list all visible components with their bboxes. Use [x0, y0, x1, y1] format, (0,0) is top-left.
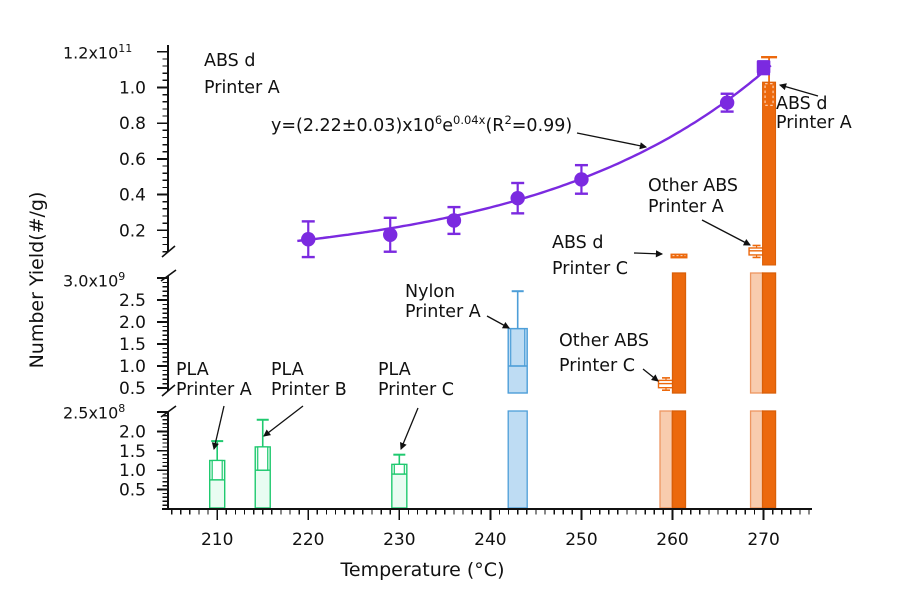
bar-pla-printer-c	[391, 453, 408, 509]
axes	[157, 45, 812, 520]
svg-text:260: 260	[656, 530, 688, 550]
svg-text:0.4: 0.4	[119, 186, 146, 206]
annotation-pla-printer-b: PLA Printer B	[271, 360, 347, 400]
annotation-abs-d-printer-c: ABS d Printer C	[552, 233, 628, 279]
data-point	[574, 172, 589, 187]
svg-text:270: 270	[747, 530, 779, 550]
y-axis-title: Number Yield(#/g)	[26, 191, 48, 369]
svg-text:2.5: 2.5	[119, 291, 146, 311]
bar-nylon-printer-a	[507, 290, 528, 509]
top-panel-scale-label: 1.2x1011	[63, 42, 133, 63]
annotation-nylon-printer-a: Nylon Printer A	[405, 282, 481, 322]
svg-text:0.8: 0.8	[119, 114, 146, 134]
bar-other-abs-printer-c	[657, 377, 675, 509]
svg-text:1.0: 1.0	[119, 461, 146, 481]
bar-other-abs-printer-a	[748, 244, 765, 509]
annotation-pla-printer-c: PLA Printer C	[378, 360, 454, 400]
annotation-arrows	[211, 83, 819, 451]
bottom-panel-scale-label: 2.5x108	[63, 402, 126, 423]
middle-panel-scale-label: 3.0x109	[63, 270, 126, 291]
bars	[208, 55, 778, 509]
data-point	[446, 213, 462, 228]
scatter-abs-d-printer-a	[301, 60, 771, 259]
svg-text:0.5: 0.5	[119, 379, 146, 399]
fit-curve	[297, 64, 772, 243]
svg-text:2.0: 2.0	[119, 422, 146, 442]
svg-text:230: 230	[383, 530, 415, 550]
svg-text:1.0: 1.0	[119, 79, 146, 99]
data-point	[301, 232, 316, 247]
svg-text:210: 210	[201, 530, 233, 550]
annotation-abs-d-printer-a-bar: ABS d Printer A	[776, 94, 852, 133]
fit-equation: y=(2.22±0.03)x106e0.04x(R2=0.99)	[271, 113, 573, 136]
svg-text:240: 240	[474, 530, 506, 550]
bar-abs-d-printer-c	[670, 253, 688, 509]
annotation-abs-d-printer-a-scatter: ABS d Printer A	[204, 51, 280, 98]
svg-text:0.2: 0.2	[119, 221, 146, 241]
svg-text:2.0: 2.0	[119, 313, 146, 333]
svg-text:1.5: 1.5	[119, 335, 146, 355]
bar-pla-printer-b	[254, 418, 271, 509]
annotation-other-abs-printer-c: Other ABS Printer C	[559, 331, 650, 376]
svg-text:220: 220	[292, 530, 324, 550]
svg-text:250: 250	[565, 530, 597, 550]
svg-text:1.0: 1.0	[119, 357, 146, 377]
data-point	[719, 95, 735, 110]
x-axis-title: Temperature (°C)	[340, 559, 505, 581]
data-point	[756, 60, 771, 74]
svg-text:0.5: 0.5	[119, 481, 146, 501]
tick-labels: 210 220 230 240 250 260 2701.00.80.60.40.22.52…	[119, 79, 780, 551]
annotation-pla-printer-a: PLA Printer A	[176, 360, 252, 400]
data-point	[383, 227, 398, 242]
annotation-other-abs-printer-a: Other ABS Printer A	[648, 176, 739, 217]
bar-pla-printer-a	[208, 440, 226, 509]
svg-text:1.5: 1.5	[119, 442, 146, 462]
data-point	[510, 190, 525, 206]
bar-abs-d-printer-a	[761, 55, 778, 509]
svg-text:0.6: 0.6	[119, 150, 146, 170]
